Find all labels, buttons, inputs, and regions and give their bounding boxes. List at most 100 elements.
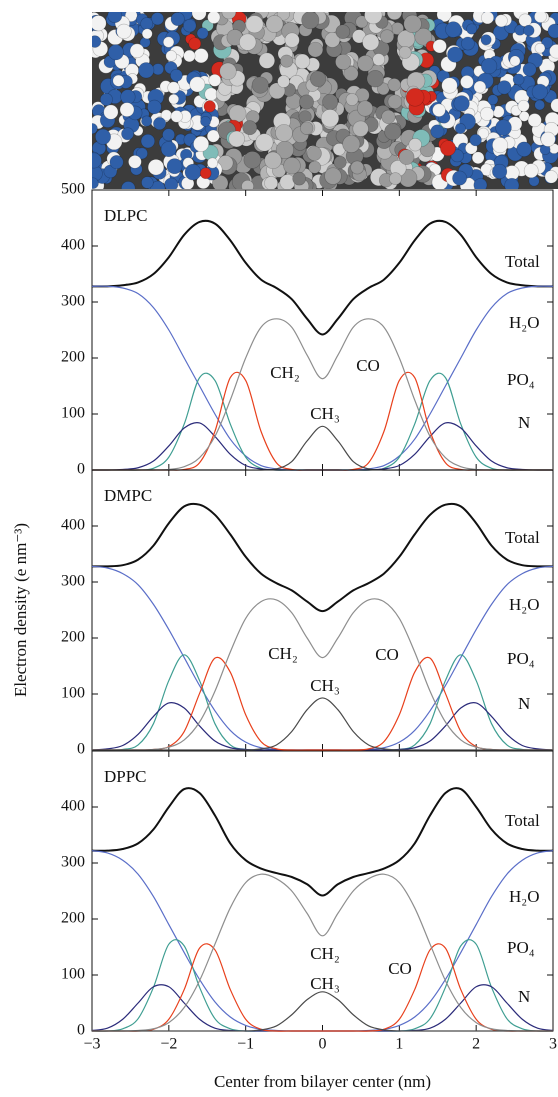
x-tick-label: −1 — [237, 1036, 254, 1053]
atom — [441, 77, 458, 94]
atom — [436, 12, 452, 23]
series-label: PO₄ — [507, 370, 535, 389]
atom — [380, 29, 395, 44]
atom — [324, 32, 341, 48]
atom — [107, 44, 124, 61]
atom — [307, 41, 324, 58]
atom — [241, 179, 254, 189]
atom — [523, 24, 535, 37]
y-axis-label: Electron density (e nm⁻³) — [11, 523, 30, 697]
atom — [92, 177, 99, 189]
atom — [342, 135, 361, 153]
atom — [107, 12, 123, 23]
atom — [492, 163, 508, 180]
density-line — [91, 219, 554, 336]
atom — [301, 12, 320, 30]
atom — [221, 12, 237, 20]
density-line — [92, 697, 553, 751]
atom — [398, 45, 412, 59]
density-line — [91, 702, 554, 751]
atom — [405, 88, 425, 107]
atom — [160, 141, 177, 158]
atom — [509, 55, 521, 67]
atom — [120, 89, 136, 105]
series-label: CH₂ — [270, 363, 300, 382]
series-label: PO₄ — [507, 938, 535, 957]
panel-title: DLPC — [104, 206, 147, 225]
atom — [239, 33, 257, 51]
atom — [522, 62, 537, 77]
atom — [283, 157, 301, 175]
atom — [517, 99, 530, 112]
atom — [183, 49, 196, 63]
y-tick-label: 300 — [61, 293, 85, 310]
panel-title: DMPC — [104, 486, 152, 505]
y-tick-label: 400 — [61, 237, 85, 254]
atom — [504, 177, 520, 189]
series-label: CH₂ — [310, 944, 340, 963]
atom — [255, 133, 274, 152]
atom — [189, 76, 206, 93]
atom — [430, 124, 445, 139]
atom — [335, 24, 351, 39]
atom — [387, 78, 401, 92]
atom — [245, 15, 264, 34]
atom — [333, 155, 347, 169]
atom — [366, 70, 384, 88]
atom — [492, 137, 509, 154]
atom — [357, 55, 374, 72]
atom — [518, 13, 532, 27]
series-label: PO₄ — [507, 649, 535, 668]
atom — [243, 151, 262, 169]
atom — [141, 115, 153, 127]
atom — [170, 110, 183, 123]
atom — [362, 33, 380, 51]
atom — [527, 113, 542, 128]
atom — [540, 131, 556, 147]
atom — [343, 65, 359, 82]
atom — [497, 80, 512, 95]
atom — [534, 12, 547, 23]
atom — [408, 138, 422, 152]
density-line — [92, 873, 553, 1032]
atom — [168, 93, 180, 105]
atom — [480, 12, 495, 25]
atom — [364, 12, 383, 25]
atom — [372, 53, 386, 66]
atom — [136, 147, 148, 160]
atom — [452, 170, 468, 186]
atom — [141, 176, 154, 189]
atom — [165, 50, 178, 62]
atom — [170, 68, 183, 82]
x-tick-label: 3 — [549, 1036, 557, 1053]
molecule-image — [92, 12, 558, 189]
atom — [116, 23, 132, 40]
series-label: N — [518, 987, 530, 1006]
atom — [487, 94, 499, 106]
y-tick-label: 300 — [61, 573, 85, 590]
atom — [153, 117, 167, 131]
atom — [166, 158, 183, 175]
atom — [544, 170, 558, 184]
atom — [121, 127, 135, 141]
atom — [112, 74, 125, 87]
y-tick-label: 0 — [77, 741, 85, 758]
x-tick-label: −3 — [83, 1036, 100, 1053]
atom — [264, 176, 279, 189]
series-label: CO — [388, 959, 412, 978]
atom — [461, 36, 475, 51]
atom — [206, 157, 219, 169]
atom — [335, 53, 352, 70]
atom — [119, 102, 135, 117]
density-line — [92, 943, 553, 1032]
atom — [129, 43, 145, 59]
density-line — [91, 850, 554, 1032]
atom — [454, 123, 466, 134]
y-tick-label: 100 — [61, 966, 85, 983]
atom — [167, 81, 180, 94]
density-line — [91, 654, 554, 751]
series-label: CH₂ — [268, 644, 298, 663]
series-label: N — [518, 694, 530, 713]
atom — [95, 128, 111, 145]
atom — [381, 109, 396, 125]
